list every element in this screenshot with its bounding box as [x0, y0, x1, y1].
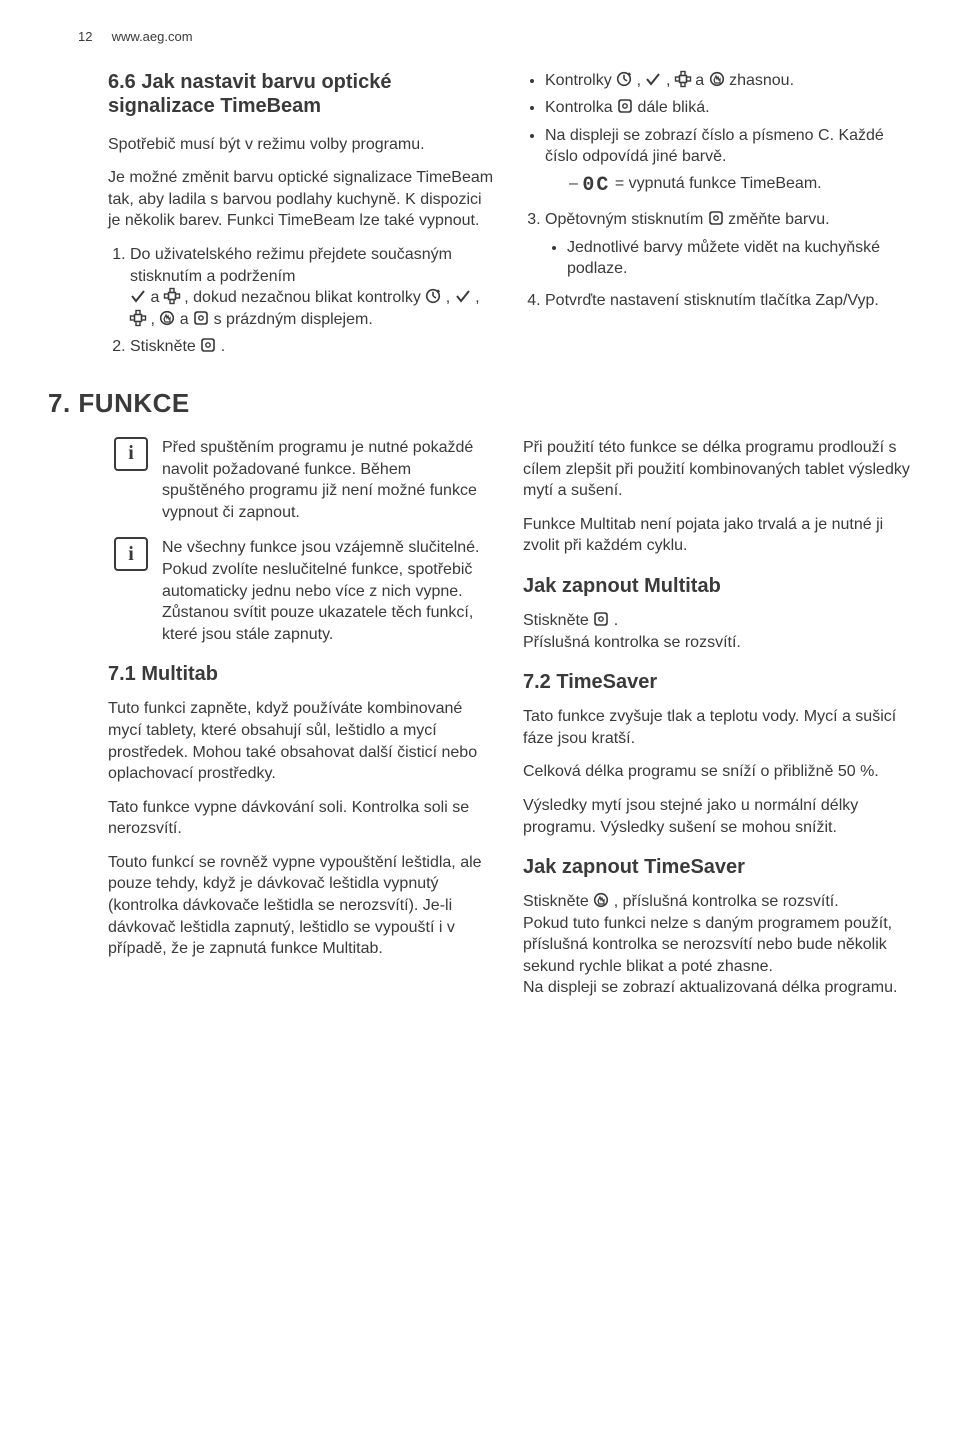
list-item: Kontrolka dále bliká. [545, 97, 910, 119]
tablet-icon [708, 210, 724, 230]
list-item: Jednotlivé barvy můžete vidět na kuchyňs… [567, 237, 910, 280]
clock-icon [616, 71, 632, 91]
page-header: 12 www.aeg.com [78, 28, 910, 46]
body-text: Spotřebič musí být v režimu volby progra… [108, 134, 495, 156]
heading-multitab-on: Jak zapnout Multitab [523, 573, 910, 600]
ok-icon [455, 288, 471, 308]
list-item: Opětovným stisknutím změňte barvu. Jedno… [545, 209, 910, 280]
list-item: 0C = vypnutá funkce TimeBeam. [569, 172, 910, 199]
plus-icon [164, 288, 180, 308]
heading-6-6: 6.6 Jak nastavit barvu optické signaliza… [108, 70, 495, 118]
list-item: Do uživatelského režimu přejdete současn… [130, 244, 495, 330]
info-icon: i [114, 537, 148, 571]
body-text: Tato funkce vypne dávkování soli. Kontro… [108, 797, 495, 840]
info-box: i Před spuštěním programu je nutné pokaž… [108, 437, 495, 523]
body-text: Stiskněte . Příslušná kontrolka se rozsv… [523, 610, 910, 653]
ok-icon [130, 288, 146, 308]
tablet-icon [200, 337, 216, 357]
ok-icon [645, 71, 661, 91]
body-text: Výsledky mytí jsou stejné jako u normáln… [523, 795, 910, 838]
info-text: Před spuštěním programu je nutné pokaždé… [162, 437, 495, 523]
hand-icon [709, 71, 725, 91]
info-icon: i [114, 437, 148, 471]
heading-7: 7. FUNKCE [48, 386, 910, 421]
numbered-list: Opětovným stisknutím změňte barvu. Jedno… [523, 209, 910, 311]
body-text: Funkce Multitab není pojata jako trvalá … [523, 514, 910, 557]
hand-icon [159, 310, 175, 330]
plus-icon [675, 71, 691, 91]
body-text: Tuto funkci zapněte, když používáte komb… [108, 698, 495, 784]
list-item: Na displeji se zobrazí číslo a písmeno C… [545, 125, 910, 199]
sub-list: 0C = vypnutá funkce TimeBeam. [545, 172, 910, 199]
clock-icon [425, 288, 441, 308]
info-text: Ne všechny funkce jsou vzájemně slučitel… [162, 537, 495, 645]
heading-7-2: 7.2 TimeSaver [523, 669, 910, 696]
info-box: i Ne všechny funkce jsou vzájemně slučit… [108, 537, 495, 645]
body-text: Je možné změnit barvu optické signalizac… [108, 167, 495, 232]
site-url: www.aeg.com [112, 29, 193, 44]
numbered-list: Do uživatelského režimu přejdete současn… [108, 244, 495, 358]
bullet-list: Jednotlivé barvy můžete vidět na kuchyňs… [545, 237, 910, 280]
body-text: Tato funkce zvyšuje tlak a teplotu vody.… [523, 706, 910, 749]
bullet-list: Kontrolky , , a zhasnou. Kontrolka dále … [523, 70, 910, 199]
display-code: 0C [582, 172, 610, 199]
heading-timesaver-on: Jak zapnout TimeSaver [523, 854, 910, 881]
body-text: Stiskněte , příslušná kontrolka se rozsv… [523, 891, 910, 999]
list-item: Stiskněte . [130, 336, 495, 358]
tablet-icon [617, 98, 633, 118]
body-text: Celková délka programu se sníží o přibli… [523, 761, 910, 783]
list-item: Potvrďte nastavení stisknutím tlačítka Z… [545, 290, 910, 312]
plus-icon [130, 310, 146, 330]
tablet-icon [593, 611, 609, 631]
body-text: Při použití této funkce se délka program… [523, 437, 910, 502]
body-text: Touto funkcí se rovněž vypne vypouštění … [108, 852, 495, 960]
hand-icon [593, 892, 609, 912]
tablet-icon [193, 310, 209, 330]
page-number: 12 [78, 28, 108, 46]
list-item: Kontrolky , , a zhasnou. [545, 70, 910, 92]
heading-7-1: 7.1 Multitab [108, 661, 495, 688]
